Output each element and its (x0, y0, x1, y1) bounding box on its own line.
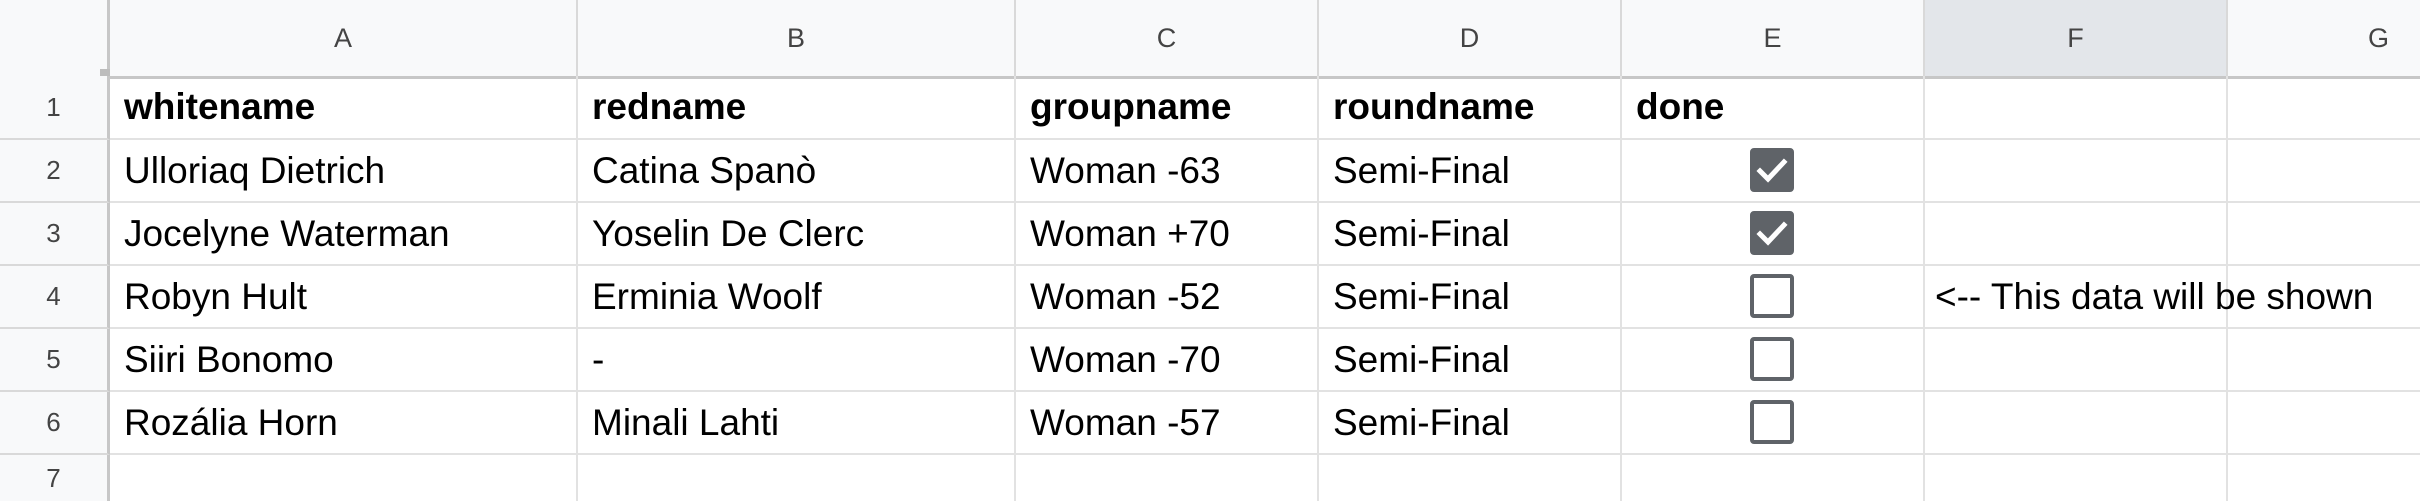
gridline (1014, 76, 1016, 501)
cell-d2[interactable]: Semi-Final (1333, 149, 1510, 191)
row-header-7[interactable]: 7 (0, 455, 110, 501)
gridline (110, 138, 2420, 140)
gridline (110, 264, 2420, 266)
gridline (110, 201, 2420, 203)
cell-c5[interactable]: Woman -70 (1030, 338, 1221, 380)
column-header-e[interactable]: E (1622, 0, 1925, 76)
cell-a6[interactable]: Rozália Horn (124, 401, 338, 443)
gridline (110, 453, 2420, 455)
row-header-6[interactable]: 6 (0, 392, 110, 455)
cell-b1[interactable]: redname (592, 86, 747, 127)
column-header-b[interactable]: B (578, 0, 1016, 76)
cell-f4-note[interactable]: <-- This data will be shown (1935, 275, 2374, 317)
gridline (1317, 76, 1319, 501)
gridline (110, 390, 2420, 392)
cell-a2[interactable]: Ulloriaq Dietrich (124, 149, 386, 191)
cell-a4[interactable]: Robyn Hult (124, 275, 308, 317)
cell-d1[interactable]: roundname (1333, 86, 1535, 127)
checkmark-icon (1756, 221, 1788, 246)
row-header-5[interactable]: 5 (0, 329, 110, 392)
cell-b4[interactable]: Erminia Woolf (592, 275, 822, 317)
column-header-f[interactable]: F (1925, 0, 2228, 76)
cell-c1[interactable]: groupname (1030, 86, 1232, 127)
cell-a3[interactable]: Jocelyne Waterman (124, 212, 450, 254)
select-all-corner[interactable] (0, 0, 110, 79)
cell-b6[interactable]: Minali Lahti (592, 401, 780, 443)
cell-d6[interactable]: Semi-Final (1333, 401, 1510, 443)
column-header-c[interactable]: C (1016, 0, 1319, 76)
done-checkbox-row2[interactable] (1750, 148, 1794, 192)
row-header-2[interactable]: 2 (0, 140, 110, 203)
cell-a5[interactable]: Siiri Bonomo (124, 338, 334, 380)
gridline (2226, 76, 2228, 501)
row-header-3[interactable]: 3 (0, 203, 110, 266)
done-checkbox-row5[interactable] (1750, 337, 1794, 381)
cell-b2[interactable]: Catina Spanò (592, 149, 817, 191)
cell-d5[interactable]: Semi-Final (1333, 338, 1510, 380)
gridline (1923, 76, 1925, 501)
gridline (576, 76, 578, 501)
cell-b5[interactable]: - (592, 338, 605, 380)
cell-c4[interactable]: Woman -52 (1030, 275, 1221, 317)
row-header-1[interactable]: 1 (0, 76, 110, 140)
gridline (110, 327, 2420, 329)
done-checkbox-row4[interactable] (1750, 274, 1794, 318)
row-header-4[interactable]: 4 (0, 266, 110, 329)
cell-d3[interactable]: Semi-Final (1333, 212, 1510, 254)
done-checkbox-row3[interactable] (1750, 211, 1794, 255)
cell-c2[interactable]: Woman -63 (1030, 149, 1221, 191)
cell-e1[interactable]: done (1636, 86, 1725, 127)
column-header-a[interactable]: A (110, 0, 578, 76)
cell-a1[interactable]: whitename (124, 86, 316, 127)
column-header-g[interactable]: G (2228, 0, 2420, 76)
cell-b3[interactable]: Yoselin De Clerc (592, 212, 865, 254)
cell-c3[interactable]: Woman +70 (1030, 212, 1230, 254)
cell-d4[interactable]: Semi-Final (1333, 275, 1510, 317)
gridline (1620, 76, 1622, 501)
column-header-d[interactable]: D (1319, 0, 1622, 76)
checkmark-icon (1756, 158, 1788, 183)
done-checkbox-row6[interactable] (1750, 400, 1794, 444)
cell-c6[interactable]: Woman -57 (1030, 401, 1221, 443)
